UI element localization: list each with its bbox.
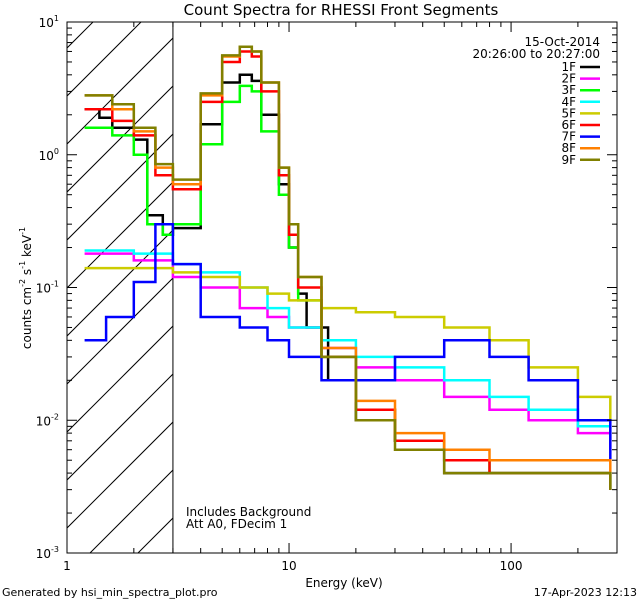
- x-tick-label: 10: [281, 559, 296, 573]
- legend-label-7f: 7F: [561, 130, 576, 144]
- series-line-9f: [84, 45, 612, 490]
- y-label-part-1: counts cm: [20, 287, 34, 349]
- legend-label-3f: 3F: [561, 83, 576, 97]
- x-tick-label: 100: [500, 559, 523, 573]
- y-tick-exp: -1: [51, 280, 59, 289]
- legend-label-9f: 9F: [561, 153, 576, 167]
- series-line-7f: [84, 222, 612, 461]
- y-tick-label: 100: [39, 147, 59, 163]
- y-tick-base: 10: [36, 547, 51, 561]
- chart-title: Count Spectra for RHESSI Front Segments: [184, 1, 499, 19]
- y-tick-base: 10: [39, 149, 54, 163]
- y-tick-label: 10-2: [36, 412, 59, 428]
- y-tick-exp: -2: [51, 412, 59, 421]
- y-label-part-2: s: [20, 269, 34, 279]
- legend-label-2f: 2F: [561, 72, 576, 86]
- legend-label-5f: 5F: [561, 106, 576, 120]
- legend-label-1f: 1F: [561, 60, 576, 74]
- y-tick-label: 10-1: [36, 280, 59, 296]
- annotation-attenuator: Att A0, FDecim 1: [186, 517, 287, 531]
- hatch-line: [67, 85, 173, 193]
- legend-label-4f: 4F: [561, 95, 576, 109]
- hatch-line: [67, 229, 173, 337]
- legend-label-6f: 6F: [561, 118, 576, 132]
- y-label-exp-3: -1: [18, 227, 27, 235]
- x-axis: 1 10 100: [63, 22, 618, 573]
- y-tick-base: 10: [36, 282, 51, 296]
- y-tick-exp: 0: [54, 147, 59, 156]
- footer-generated-by: Generated by hsi_min_spectra_plot.pro: [2, 586, 218, 599]
- series-group: [84, 45, 612, 490]
- hatch-line: [67, 373, 173, 481]
- y-tick-exp: -3: [51, 545, 59, 554]
- x-tick-label: 1: [63, 559, 71, 573]
- y-label-part-3: keV: [20, 234, 34, 261]
- y-tick-label: 10-3: [36, 545, 59, 561]
- y-tick-base: 10: [36, 414, 51, 428]
- hatch-line: [67, 421, 173, 529]
- time-range-label: 20:26:00 to 20:27:00: [473, 47, 600, 61]
- date-label: 15-Oct-2014: [524, 35, 600, 49]
- y-tick-label: 101: [39, 14, 59, 30]
- footer-timestamp: 17-Apr-2023 12:13: [534, 586, 637, 599]
- y-label-exp-2: -1: [18, 261, 27, 269]
- y-label-exp-1: -2: [18, 279, 27, 287]
- hatch-line: [67, 277, 173, 385]
- x-axis-label: Energy (keV): [305, 576, 382, 590]
- y-tick-base: 10: [39, 16, 54, 30]
- y-tick-exp: 1: [54, 14, 59, 23]
- y-axis-label: counts cm-2 s-1 keV-1: [18, 227, 34, 349]
- legend-label-8f: 8F: [561, 141, 576, 155]
- annotation-background: Includes Background: [186, 505, 311, 519]
